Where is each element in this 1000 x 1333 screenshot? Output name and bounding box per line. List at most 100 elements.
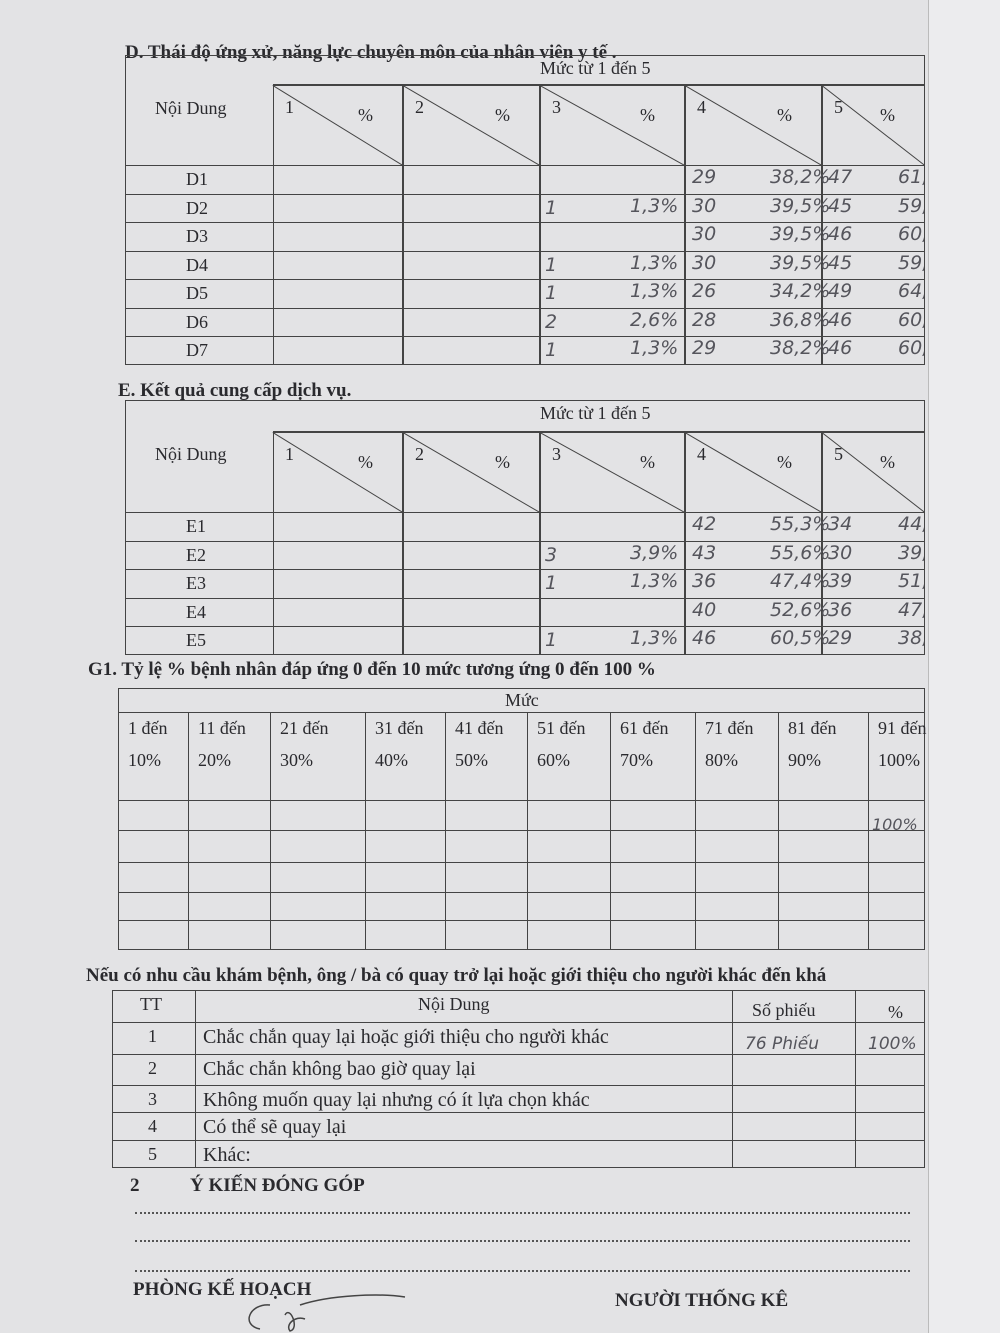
row-line (112, 1085, 925, 1086)
level-5-count: 45 (828, 251, 853, 274)
entry-value: 100% (872, 815, 918, 834)
level-4-count: 46 (692, 627, 717, 650)
row-content: Không muốn quay lại nhưng có ít lựa chọn… (203, 1089, 590, 1111)
level-4-percent: 55,3% (770, 513, 831, 535)
row-content: Chắc chắn quay lại hoặc giới thiệu cho n… (203, 1026, 609, 1048)
next-page-edge (928, 0, 1000, 1333)
level-4-count: 30 (692, 223, 717, 245)
header-divider (273, 400, 925, 432)
level-column (273, 432, 403, 655)
level-label: 5 (834, 444, 843, 464)
range-end: 60% (537, 750, 570, 770)
level-4-count: 28 (692, 308, 717, 331)
level-label: 2 (415, 444, 424, 464)
row-number: 1 (148, 1026, 157, 1046)
level-3-count: 1 (545, 196, 558, 219)
level-4-percent: 38,2% (770, 337, 831, 359)
row-label: E2 (186, 544, 206, 565)
level-5-percent: 51, (898, 570, 924, 593)
level-column (403, 432, 540, 655)
level-5-percent: 64,5 (898, 280, 924, 302)
level-3-percent: 2,6% (630, 308, 679, 331)
level-5-percent: 61,8 (898, 166, 924, 188)
range-end: 30% (280, 750, 313, 770)
range-start: 51 đến (537, 718, 586, 738)
level-4-count: 40 (692, 598, 717, 621)
level-label: 1 (285, 444, 294, 464)
percent-label: % (880, 105, 895, 125)
level-4-count: 26 (692, 280, 717, 302)
section-d-title: D. Thái độ ứng xử, năng lực chuyên môn c… (125, 42, 617, 63)
range-end: 70% (620, 750, 653, 770)
level-3-count: 1 (545, 339, 558, 361)
column-line (610, 712, 611, 950)
header-bottom-line (125, 165, 925, 166)
range-start: 1 đến (128, 718, 168, 738)
signature-left-title: PHÒNG KẾ HOẠCH (133, 1279, 312, 1300)
level-3-percent: 1,3% (630, 337, 679, 359)
row-content: Khác: (203, 1144, 251, 1166)
level-4-percent: 34,2% (770, 280, 831, 302)
table-border (118, 688, 925, 950)
row-label: D7 (186, 340, 208, 360)
row-number: 4 (148, 1116, 157, 1136)
column-line (732, 990, 733, 1168)
level-label: 4 (697, 97, 706, 117)
level-5-count: 46 (828, 308, 853, 331)
row-votes: 76 Phiếu (745, 1034, 820, 1054)
level-3-count: 3 (545, 543, 558, 566)
level-3-count: 1 (545, 572, 558, 595)
row-label: D1 (186, 169, 208, 189)
column-line (270, 712, 271, 950)
column-line (188, 712, 189, 950)
level-5-count: 45 (828, 194, 853, 217)
range-start: 11 đến (198, 718, 246, 738)
row-content: Chắc chắn không bao giờ quay lại (203, 1058, 476, 1080)
column-line (527, 712, 528, 950)
percent-label: % (495, 105, 510, 125)
level-3-percent: 3,9% (630, 541, 679, 564)
row-label: E5 (186, 630, 206, 651)
signature-right-title: NGƯỜI THỐNG KÊ (615, 1290, 789, 1311)
range-end: 100% (878, 750, 920, 770)
level-column (540, 432, 685, 655)
range-end: 10% (128, 750, 161, 770)
row-label: E4 (186, 601, 206, 622)
percent-label: % (640, 105, 655, 125)
level-column (685, 432, 822, 655)
row-line (125, 279, 925, 280)
level-4-percent: 36,8% (770, 308, 831, 331)
row-label: E3 (186, 573, 206, 594)
level-5-count: 39 (828, 570, 853, 593)
column-line (868, 712, 869, 950)
level-label: 3 (552, 97, 561, 117)
handwritten-signature (248, 1294, 406, 1332)
level-5-count: 46 (828, 337, 853, 359)
row-line (112, 1140, 925, 1141)
level-5-percent: 60,5 (898, 308, 924, 331)
row-line (118, 920, 925, 921)
row-line (112, 1022, 925, 1023)
level-3-percent: 1,3% (630, 627, 679, 650)
section-e-title: E. Kết quả cung cấp dịch vụ. (118, 380, 352, 401)
level-column (273, 85, 403, 365)
scale-header: Mức từ 1 đến 5 (540, 403, 651, 423)
row-label: D6 (186, 311, 208, 332)
level-5-count: 36 (828, 598, 853, 621)
level-5-percent: 60,5 (898, 337, 924, 359)
level-5-percent: 59,2 (898, 194, 924, 217)
level-5-percent: 59,2 (898, 251, 924, 274)
range-end: 50% (455, 750, 488, 770)
level-5-percent: 38, (898, 627, 924, 650)
level-4-count: 30 (692, 194, 717, 217)
row-number: 3 (148, 1089, 157, 1109)
feedback-number: 2 (130, 1175, 140, 1196)
row-number: 2 (148, 1058, 157, 1078)
level-4-count: 30 (692, 251, 717, 274)
range-end: 90% (788, 750, 821, 770)
range-start: 41 đến (455, 718, 504, 738)
level-4-percent: 39,5% (770, 251, 831, 274)
content-header: Nội Dung (155, 98, 227, 118)
row-line (118, 892, 925, 893)
range-start: 81 đến (788, 718, 837, 738)
